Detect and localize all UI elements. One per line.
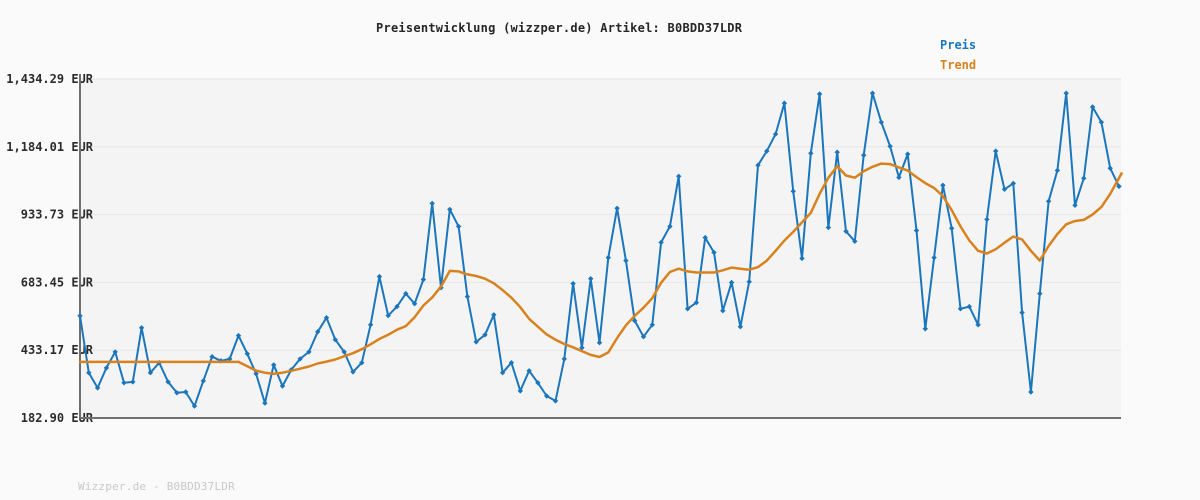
watermark-text: Wizzper.de - B0BDD37LDR <box>78 480 235 493</box>
plot-area <box>80 78 1121 418</box>
trend-line <box>78 162 1123 376</box>
legend: Preis Trend <box>940 39 976 72</box>
y-axis-label: 683.45 EUR <box>21 275 94 289</box>
legend-item-trend: Trend <box>940 58 977 72</box>
y-axis-label: 182.90 EUR <box>21 411 94 425</box>
y-axis-label: 1,434.29 EUR <box>6 72 93 86</box>
preis-markers <box>77 90 1122 409</box>
y-axis-label: 933.73 EUR <box>21 208 94 222</box>
y-axis-label: 433.17 EUR <box>21 343 94 357</box>
y-axis-label: 1,184.01 EUR <box>6 140 93 154</box>
legend-item-preis: Preis <box>940 38 977 52</box>
page-title: Preisentwicklung (wizzper.de) Artikel: B… <box>376 21 743 35</box>
